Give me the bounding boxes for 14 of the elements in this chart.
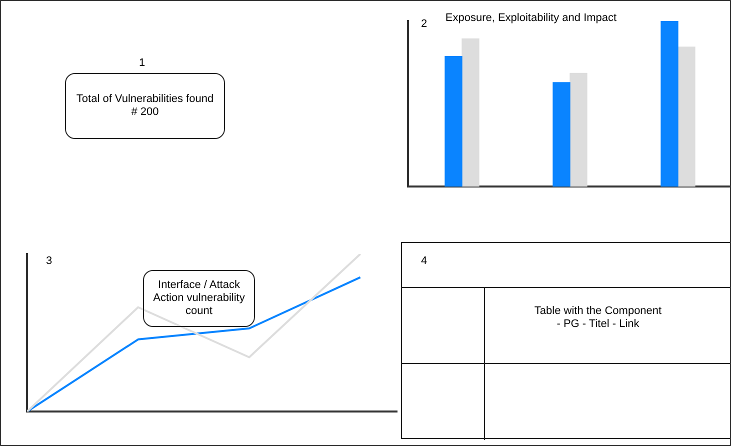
bar [462, 38, 480, 187]
bar [552, 82, 570, 187]
text: 4 [420, 255, 428, 268]
text: 1 [138, 57, 146, 70]
chart-title: Exposure, Exploitability and Impact [444, 12, 618, 25]
bar [660, 21, 678, 187]
annotation: Interface / Attack Action vulnerability count [143, 270, 255, 327]
annotation: 2 [420, 18, 428, 31]
annotation: 3 [44, 255, 54, 268]
bar [678, 46, 696, 187]
text: Total of Vulnerabilities found # 200 [65, 73, 225, 139]
text: Table with the Component - PG - Titel - Link [533, 305, 663, 331]
bar [444, 56, 462, 187]
bar [570, 72, 588, 187]
